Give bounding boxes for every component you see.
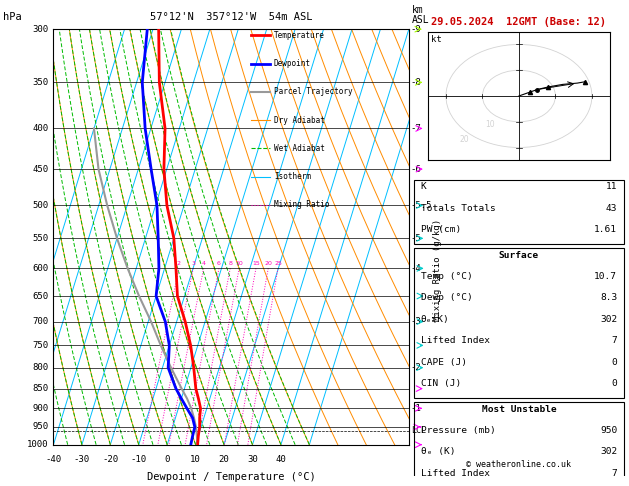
Text: CAPE (J): CAPE (J)	[421, 358, 467, 366]
Text: 20: 20	[459, 135, 469, 144]
Text: 3: 3	[191, 261, 195, 266]
Text: 7: 7	[611, 336, 617, 345]
Text: Dewpoint / Temperature (°C): Dewpoint / Temperature (°C)	[147, 472, 316, 482]
Text: Temp (°C): Temp (°C)	[421, 272, 472, 281]
Text: Wet Adiabat: Wet Adiabat	[274, 144, 325, 153]
Text: -8: -8	[411, 78, 421, 87]
Text: -1: -1	[411, 404, 421, 413]
Text: 700: 700	[32, 317, 48, 326]
Text: 10.7: 10.7	[594, 272, 617, 281]
Text: 750: 750	[32, 341, 48, 350]
Text: 7: 7	[611, 469, 617, 478]
Text: 8.3: 8.3	[600, 293, 617, 302]
Text: 10: 10	[190, 455, 201, 464]
Text: Lifted Index: Lifted Index	[421, 336, 489, 345]
Text: 850: 850	[32, 384, 48, 393]
Text: 2: 2	[177, 261, 181, 266]
Text: 40: 40	[276, 455, 286, 464]
Bar	[414, 402, 624, 486]
Text: Mixing Ratio: Mixing Ratio	[274, 200, 330, 209]
Text: Temperature: Temperature	[274, 31, 325, 40]
Text: 25: 25	[274, 261, 282, 266]
Text: 8: 8	[228, 261, 232, 266]
Text: θₑ (K): θₑ (K)	[421, 447, 455, 456]
Text: 800: 800	[32, 363, 48, 372]
Text: -40: -40	[45, 455, 62, 464]
Text: Parcel Trajectory: Parcel Trajectory	[274, 87, 352, 96]
Text: -6: -6	[411, 165, 421, 174]
Text: 450: 450	[32, 165, 48, 174]
Text: ASL: ASL	[412, 15, 430, 25]
Text: kt: kt	[431, 35, 442, 44]
Text: Lifted Index: Lifted Index	[421, 469, 489, 478]
Text: 0: 0	[611, 358, 617, 366]
Text: 30: 30	[247, 455, 258, 464]
Text: LCL: LCL	[411, 426, 426, 435]
Bar	[414, 180, 624, 244]
Text: Dry Adiabat: Dry Adiabat	[274, 116, 325, 125]
Text: 302: 302	[600, 314, 617, 324]
Text: 650: 650	[32, 292, 48, 300]
Text: 1000: 1000	[26, 440, 48, 449]
Bar	[414, 248, 624, 399]
Text: hPa: hPa	[3, 12, 22, 22]
Text: 400: 400	[32, 124, 48, 133]
Text: -2: -2	[411, 363, 421, 372]
Text: CIN (J): CIN (J)	[421, 379, 461, 388]
Text: -4: -4	[411, 264, 421, 273]
Text: 10: 10	[235, 261, 243, 266]
Text: 500: 500	[32, 201, 48, 210]
Text: 350: 350	[32, 78, 48, 87]
Text: 0: 0	[165, 455, 170, 464]
Text: Most Unstable: Most Unstable	[482, 405, 556, 415]
Text: 57°12'N  357°12'W  54m ASL: 57°12'N 357°12'W 54m ASL	[150, 12, 313, 22]
Text: 950: 950	[600, 426, 617, 434]
Text: -5.5: -5.5	[411, 201, 432, 210]
Text: Isotherm: Isotherm	[274, 172, 311, 181]
Text: -9: -9	[411, 25, 421, 34]
Text: 11: 11	[606, 182, 617, 191]
Text: 900: 900	[32, 404, 48, 413]
Text: θₑ(K): θₑ(K)	[421, 314, 449, 324]
Text: km: km	[412, 5, 424, 15]
Text: 10: 10	[485, 120, 494, 129]
Text: Pressure (mb): Pressure (mb)	[421, 426, 495, 434]
Text: 29.05.2024  12GMT (Base: 12): 29.05.2024 12GMT (Base: 12)	[431, 17, 606, 27]
Text: -10: -10	[131, 455, 147, 464]
Text: 43: 43	[606, 204, 617, 212]
Text: 302: 302	[600, 447, 617, 456]
Text: 600: 600	[32, 264, 48, 273]
Text: 950: 950	[32, 422, 48, 432]
Text: 550: 550	[32, 234, 48, 243]
Text: 15: 15	[252, 261, 260, 266]
Text: -5: -5	[411, 234, 421, 243]
Text: Totals Totals: Totals Totals	[421, 204, 495, 212]
Text: -30: -30	[74, 455, 90, 464]
Text: Dewp (°C): Dewp (°C)	[421, 293, 472, 302]
Text: 0: 0	[611, 379, 617, 388]
Text: Surface: Surface	[499, 251, 539, 260]
Text: Dewpoint: Dewpoint	[274, 59, 311, 68]
Text: PW (cm): PW (cm)	[421, 225, 461, 234]
Text: 20: 20	[264, 261, 272, 266]
Text: 4: 4	[202, 261, 206, 266]
Text: 1.61: 1.61	[594, 225, 617, 234]
Text: 20: 20	[219, 455, 230, 464]
Text: © weatheronline.co.uk: © weatheronline.co.uk	[467, 460, 571, 469]
Text: Mixing Ratio (g/kg): Mixing Ratio (g/kg)	[433, 219, 442, 321]
Text: 300: 300	[32, 25, 48, 34]
Text: -7: -7	[411, 124, 421, 133]
Text: -3: -3	[411, 317, 421, 326]
Text: 6: 6	[217, 261, 221, 266]
Text: K: K	[421, 182, 426, 191]
Text: -20: -20	[103, 455, 118, 464]
